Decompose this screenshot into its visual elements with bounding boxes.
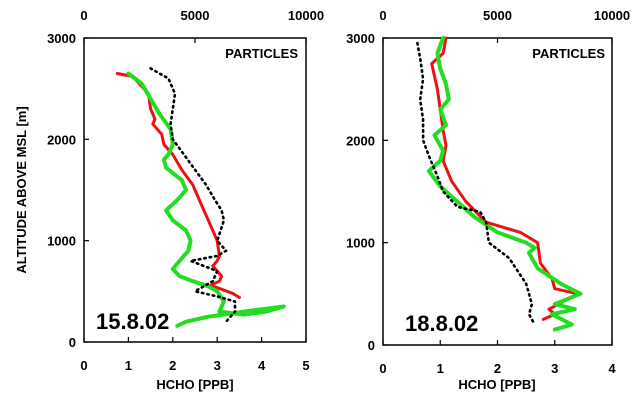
- x-tick-label: 3: [214, 358, 221, 373]
- tick-marks: [382, 37, 613, 346]
- plot-frame: [382, 37, 613, 346]
- tick-marks: [83, 37, 307, 343]
- x-tick-label: 1: [437, 361, 444, 376]
- y-tick-label: 2000: [47, 132, 76, 147]
- y-tick-label: 3000: [346, 31, 375, 46]
- x-tick-label: 2: [169, 358, 176, 373]
- y-tick-label: 0: [69, 335, 76, 350]
- tick-labels: 0 1 2 3 4 0 5000 10000 0 1000 2000 3000: [346, 8, 630, 376]
- x2-tick-label: 10000: [594, 8, 630, 23]
- x-tick-label: 2: [494, 361, 501, 376]
- x-tick-label: 4: [258, 358, 266, 373]
- series-line-red: [430, 36, 580, 321]
- x2-tick-label: 5000: [483, 8, 512, 23]
- chart-panel-18-8-02: 0 1 2 3 4 0 5000 10000 0 1000 2000 3000 PARTICLES 1…: [346, 8, 630, 392]
- y-tick-label: 1000: [47, 234, 76, 249]
- y-tick-label: 3000: [47, 31, 76, 46]
- y-axis-label: ALTITUDE ABOVE MSL [m]: [14, 106, 29, 273]
- x2-tick-label: 10000: [288, 8, 324, 23]
- x-tick-label: 4: [608, 361, 616, 376]
- x-axis-label: HCHO [PPB]: [156, 377, 233, 392]
- x2-tick-label: 5000: [181, 8, 210, 23]
- x-tick-label: 1: [125, 358, 132, 373]
- series-line-green: [126, 71, 286, 328]
- series-line-red: [115, 72, 241, 299]
- x-tick-label: 3: [551, 361, 558, 376]
- date-label: 15.8.02: [96, 309, 169, 334]
- y-tick-label: 2000: [346, 133, 375, 148]
- annotation-particles: PARTICLES: [532, 46, 605, 61]
- series-line-black: [149, 67, 237, 324]
- x-tick-label: 0: [80, 358, 87, 373]
- x-tick-label: 0: [379, 361, 386, 376]
- x-tick-label: 5: [302, 358, 309, 373]
- tick-labels: 0 1 2 3 4 5 0 5000 10000 0 1000 2000 3000: [47, 8, 324, 373]
- y-tick-label: 1000: [346, 236, 375, 251]
- x2-tick-label: 0: [379, 8, 386, 23]
- series-group: [115, 67, 286, 328]
- x2-tick-label: 0: [80, 8, 87, 23]
- date-label: 18.8.02: [405, 311, 478, 336]
- x-axis-label: HCHO [PPB]: [458, 377, 535, 392]
- series-line-green: [426, 36, 583, 332]
- series-group: [416, 36, 583, 332]
- series-line-black: [416, 41, 537, 326]
- y-tick-label: 0: [368, 338, 375, 353]
- annotation-particles: PARTICLES: [225, 46, 298, 61]
